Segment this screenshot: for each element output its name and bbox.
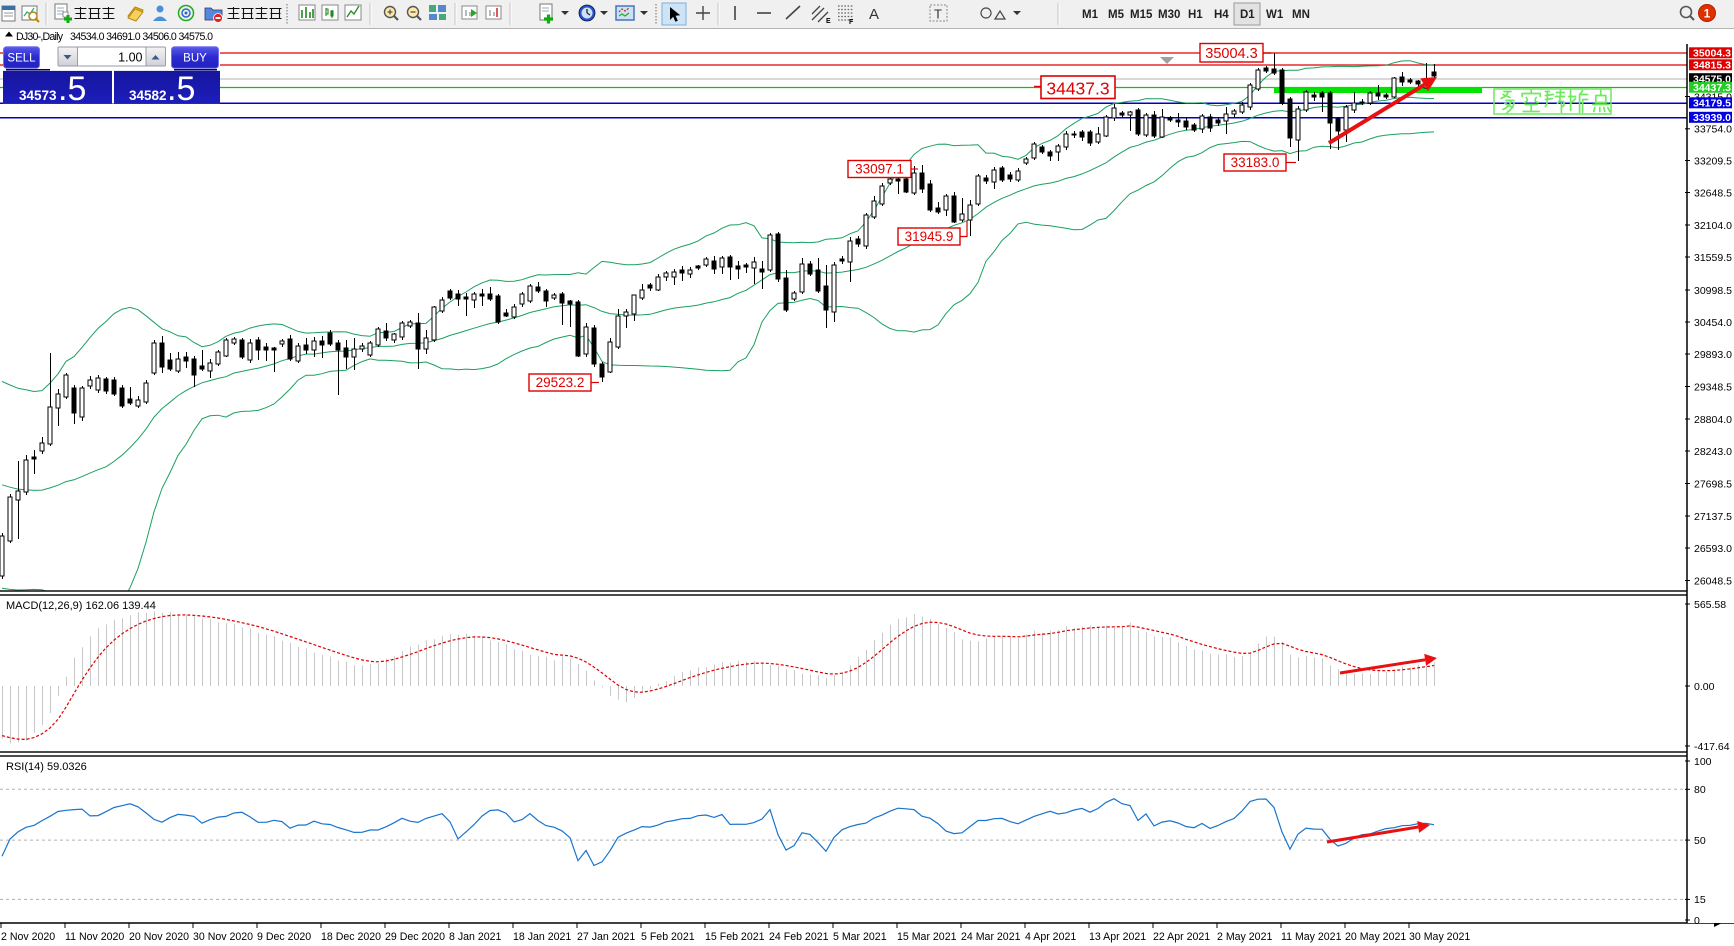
- svg-text:34437.3: 34437.3: [1046, 79, 1109, 99]
- svg-text:F: F: [849, 19, 854, 26]
- svg-text:26048.5: 26048.5: [1694, 575, 1732, 587]
- svg-text:18 Jan 2021: 18 Jan 2021: [513, 931, 571, 943]
- svg-text:9 Dec 2020: 9 Dec 2020: [257, 931, 311, 943]
- svg-text:34437.3: 34437.3: [1693, 82, 1731, 94]
- svg-text:H1: H1: [1188, 9, 1203, 21]
- svg-text:33209.5: 33209.5: [1694, 155, 1732, 167]
- svg-text:MACD(12,26,9) 162.06 139.44: MACD(12,26,9) 162.06 139.44: [6, 600, 156, 612]
- svg-text:35004.3: 35004.3: [1693, 48, 1731, 60]
- svg-text:100: 100: [1694, 756, 1712, 768]
- svg-text:22 Apr 2021: 22 Apr 2021: [1153, 931, 1210, 943]
- svg-text:31559.5: 31559.5: [1694, 252, 1732, 264]
- svg-text:-417.64: -417.64: [1694, 741, 1730, 753]
- svg-text:8 Jan 2021: 8 Jan 2021: [449, 931, 502, 943]
- svg-text:11 May 2021: 11 May 2021: [1281, 931, 1342, 943]
- svg-text:30 May 2021: 30 May 2021: [1409, 931, 1470, 943]
- svg-text:5 Mar 2021: 5 Mar 2021: [833, 931, 887, 943]
- svg-text:2 Nov 2020: 2 Nov 2020: [1, 931, 55, 943]
- svg-text:31945.9: 31945.9: [905, 229, 954, 244]
- svg-text:W1: W1: [1266, 9, 1284, 21]
- svg-text:33097.1: 33097.1: [855, 162, 904, 177]
- svg-text:34815.3: 34815.3: [1693, 60, 1731, 72]
- svg-text:D1: D1: [1240, 9, 1255, 21]
- svg-text:2 May 2021: 2 May 2021: [1217, 931, 1272, 943]
- svg-text:29348.5: 29348.5: [1694, 381, 1732, 393]
- svg-text:24 Mar 2021: 24 Mar 2021: [961, 931, 1021, 943]
- svg-text:1: 1: [1704, 7, 1711, 21]
- svg-text:28804.0: 28804.0: [1694, 414, 1732, 426]
- svg-text:RSI(14) 59.0326: RSI(14) 59.0326: [6, 761, 87, 773]
- svg-text:27698.5: 27698.5: [1694, 478, 1732, 490]
- svg-text:29 Dec 2020: 29 Dec 2020: [385, 931, 445, 943]
- svg-text:0.00: 0.00: [1694, 681, 1715, 693]
- svg-text:30454.0: 30454.0: [1694, 317, 1732, 329]
- svg-text:M5: M5: [1108, 9, 1125, 21]
- svg-text:4 Apr 2021: 4 Apr 2021: [1025, 931, 1076, 943]
- svg-text:26593.0: 26593.0: [1694, 543, 1732, 555]
- svg-text:M15: M15: [1130, 9, 1153, 21]
- svg-text:20 May 2021: 20 May 2021: [1345, 931, 1406, 943]
- svg-text:27137.5: 27137.5: [1694, 511, 1732, 523]
- svg-text:15: 15: [1694, 894, 1706, 906]
- svg-text:24 Feb 2021: 24 Feb 2021: [769, 931, 829, 943]
- svg-text:.5: .5: [167, 70, 195, 108]
- svg-text:13 Apr 2021: 13 Apr 2021: [1089, 931, 1146, 943]
- svg-text:20 Nov 2020: 20 Nov 2020: [129, 931, 189, 943]
- svg-text:E: E: [826, 18, 831, 25]
- svg-text:29893.0: 29893.0: [1694, 349, 1732, 361]
- svg-text:18 Dec 2020: 18 Dec 2020: [321, 931, 381, 943]
- svg-text:34534.0 34691.0 34506.0 34575.: 34534.0 34691.0 34506.0 34575.0: [70, 31, 213, 43]
- svg-text:SELL: SELL: [7, 53, 36, 65]
- svg-text:28243.0: 28243.0: [1694, 446, 1732, 458]
- svg-text:.5: .5: [58, 70, 86, 108]
- svg-text:0: 0: [1694, 915, 1700, 927]
- svg-text:1.00: 1.00: [118, 51, 142, 65]
- svg-text:15 Mar 2021: 15 Mar 2021: [897, 931, 957, 943]
- svg-text:33939.0: 33939.0: [1693, 112, 1731, 124]
- svg-text:M1: M1: [1082, 9, 1099, 21]
- svg-text:80: 80: [1694, 784, 1706, 796]
- svg-text:32648.5: 32648.5: [1694, 187, 1732, 199]
- svg-text:5 Feb 2021: 5 Feb 2021: [641, 931, 695, 943]
- svg-text:11 Nov 2020: 11 Nov 2020: [65, 931, 124, 943]
- svg-text:A: A: [869, 6, 879, 23]
- svg-text:H4: H4: [1214, 9, 1229, 21]
- svg-text:T: T: [934, 7, 942, 22]
- svg-text:50: 50: [1694, 835, 1706, 847]
- svg-text:29523.2: 29523.2: [536, 375, 585, 390]
- svg-text:M30: M30: [1158, 9, 1180, 21]
- svg-text:34573: 34573: [19, 88, 57, 103]
- svg-text:30 Nov 2020: 30 Nov 2020: [193, 931, 253, 943]
- svg-text:33754.0: 33754.0: [1694, 124, 1732, 136]
- svg-text:565.58: 565.58: [1694, 599, 1726, 611]
- svg-text:27 Jan 2021: 27 Jan 2021: [577, 931, 635, 943]
- svg-text:34179.5: 34179.5: [1693, 98, 1731, 110]
- svg-text:35004.3: 35004.3: [1205, 46, 1257, 62]
- svg-text:30998.5: 30998.5: [1694, 285, 1732, 297]
- svg-text:15 Feb 2021: 15 Feb 2021: [705, 931, 765, 943]
- svg-text:32104.0: 32104.0: [1694, 220, 1732, 232]
- svg-text:33183.0: 33183.0: [1231, 155, 1280, 170]
- svg-text:34582: 34582: [129, 88, 167, 103]
- svg-text:MN: MN: [1292, 9, 1310, 21]
- svg-text:DJ30-,Daily: DJ30-,Daily: [16, 31, 64, 43]
- svg-text:BUY: BUY: [183, 53, 207, 65]
